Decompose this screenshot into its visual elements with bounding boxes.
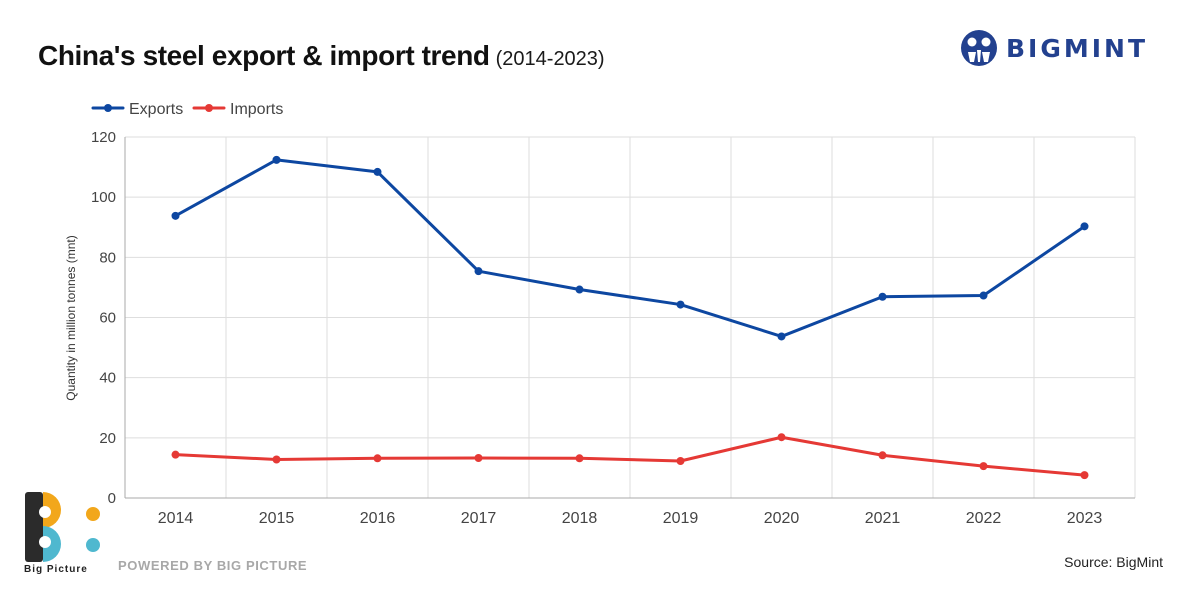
imports-line	[174, 435, 1086, 477]
x-tick-label: 2020	[764, 510, 800, 527]
exports-point	[575, 285, 584, 294]
chart-axes: 0 20 40 60 80 100 120 2014 2015 2016 2017 2018 2019 2…	[91, 129, 1135, 527]
exports-point	[777, 332, 786, 341]
big-picture-logo-text: Big Picture	[24, 564, 88, 575]
chart-title-text: China's steel export & import trend	[38, 40, 490, 71]
imports-point	[575, 454, 584, 463]
legend-label-imports: Imports	[230, 101, 283, 118]
imports-point	[979, 462, 988, 471]
x-tick-label: 2018	[562, 510, 598, 527]
exports-point	[373, 167, 382, 176]
chart-grid	[125, 136, 1136, 498]
y-tick-label: 120	[91, 129, 116, 146]
x-tick-label: 2016	[360, 510, 396, 527]
y-tick-label: 80	[99, 249, 116, 266]
imports-point	[777, 433, 786, 442]
source-text: Source: BigMint	[1064, 554, 1163, 570]
chart-subtitle: (2014-2023)	[495, 48, 605, 70]
brand-name: BIGMINT	[1006, 33, 1149, 63]
powered-by-text: POWERED BY BIG PICTURE	[118, 558, 308, 573]
y-tick-label: 0	[108, 490, 116, 507]
big-picture-logo-icon	[25, 492, 100, 562]
x-tick-label: 2014	[158, 510, 194, 527]
legend-label-exports: Exports	[129, 101, 183, 118]
legend-marker-exports	[104, 104, 112, 112]
imports-point	[272, 455, 281, 464]
imports-point	[171, 450, 180, 459]
y-tick-label: 40	[99, 370, 116, 387]
exports-point	[1080, 222, 1089, 231]
x-tick-label: 2021	[865, 510, 901, 527]
imports-point	[878, 451, 887, 460]
exports-point	[474, 267, 483, 276]
chart-series	[171, 155, 1089, 480]
x-tick-label: 2015	[259, 510, 295, 527]
imports-point	[373, 454, 382, 463]
y-tick-label: 100	[91, 189, 116, 206]
chart-title: China's steel export & import trend (2014…	[38, 40, 605, 72]
x-tick-label: 2023	[1067, 510, 1103, 527]
bigmint-logo-icon	[961, 30, 997, 66]
exports-point	[171, 211, 180, 220]
legend-marker-imports	[205, 104, 213, 112]
x-tick-label: 2019	[663, 510, 699, 527]
exports-line	[174, 158, 1086, 338]
y-axis-label: Quantity in million tonnes (mnt)	[64, 235, 78, 400]
exports-point	[979, 291, 988, 300]
exports-point	[272, 155, 281, 164]
x-tick-label: 2022	[966, 510, 1002, 527]
exports-point	[878, 292, 887, 301]
imports-point	[1080, 471, 1089, 480]
imports-point	[676, 456, 685, 465]
y-tick-label: 20	[99, 430, 116, 447]
imports-point	[474, 453, 483, 462]
x-tick-label: 2017	[461, 510, 497, 527]
y-tick-label: 60	[99, 310, 116, 327]
exports-point	[676, 300, 685, 309]
brand-logo: BIGMINT	[960, 26, 1148, 70]
chart-legend: Exports Imports	[91, 101, 283, 118]
